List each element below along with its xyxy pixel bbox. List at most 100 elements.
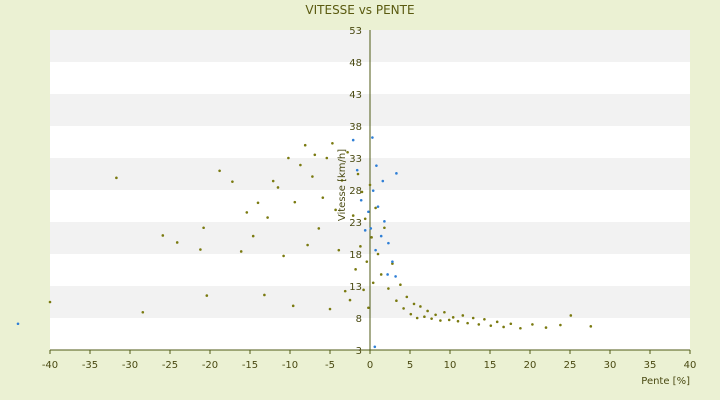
scatter-point [251,234,255,238]
scatter-point [365,260,369,263]
y-tick-label: 13 [349,282,362,293]
y-axis-label: Vitesse [km/h] [337,149,348,221]
scatter-point [367,210,370,214]
scatter-point [383,226,386,230]
scatter-point [141,310,145,314]
scatter-point [402,307,405,310]
scatter-point [371,136,374,139]
scatter-point [391,260,394,263]
scatter-point [348,298,352,302]
x-tick-label: 10 [444,360,457,371]
x-axis-label: Pente [%] [641,376,690,387]
scatter-point [317,227,321,230]
scatter-point [383,220,386,223]
scatter-point [374,206,377,210]
chart-title: VITESSE vs PENTE [305,3,414,17]
x-tick-label: -5 [325,360,335,371]
scatter-point [351,138,355,142]
y-tick-label: 43 [349,90,362,101]
x-tick-label: -40 [42,360,58,371]
scatter-point [439,319,442,322]
scatter-point [359,245,362,248]
scatter-point [359,198,363,202]
scatter-point [16,322,20,326]
x-tick-label: -10 [282,360,298,371]
scatter-point [370,236,373,239]
scatter-point [337,248,341,252]
scatter-point [443,310,446,314]
x-tick-label: 40 [684,360,697,371]
scatter-point [502,325,505,329]
x-tick-label: 30 [604,360,617,371]
scatter-point [363,229,367,232]
scatter-point [334,208,337,212]
scatter-point [293,200,297,204]
scatter-point [321,196,325,199]
tick-labels: -40 -35 -30 -25 -20 -15 -10 -5 0 5 10 15 20 25 30 35 40 3… [42,26,697,371]
scatter-point [386,273,389,276]
scatter-point [362,288,365,292]
y-tick-label: 18 [349,250,362,261]
scatter-point [263,293,266,297]
scatter-point [589,325,593,328]
scatter-point [412,302,416,306]
scatter-point [231,180,234,183]
x-tick-label: -25 [162,360,178,371]
scatter-point [381,179,385,183]
scatter-point [519,326,522,330]
scatter-point [115,176,118,180]
scatter-point [354,268,357,271]
y-tick-label: 53 [349,26,362,37]
scatter-point [356,172,360,176]
y-tick-label: 33 [349,154,362,165]
scatter-point [376,252,380,256]
scatter-point [379,234,383,238]
scatter-point [395,172,398,175]
y-tick-label: 23 [349,218,362,229]
scatter-point [287,156,290,160]
scatter-point [419,305,422,308]
x-tick-label: 35 [644,360,657,371]
scatter-point [466,321,469,325]
scatter-point [239,250,243,253]
scatter-point [299,163,302,167]
scatter-point [447,318,451,322]
scatter-point [391,262,394,265]
scatter-point [202,226,205,230]
scatter-point [483,317,486,321]
x-tick-label: 5 [407,360,413,371]
x-tick-label: 0 [367,360,373,371]
scatter-point [415,316,419,320]
scatter-point [363,217,367,221]
scatter-point [218,169,221,173]
scatter-point [48,300,52,304]
scatter-point [266,216,269,219]
scatter-point [387,241,390,245]
scatter-point [161,234,165,237]
x-tick-label: -20 [202,360,218,371]
x-tick-label: -15 [242,360,258,371]
scatter-point [256,201,260,205]
scatter-point [394,275,397,278]
scatter-point [387,287,390,290]
scatter-point [409,312,413,316]
scatter-point [471,316,475,320]
scatter-point [434,313,437,317]
x-tick-label: 25 [564,360,577,371]
scatter-point [331,141,334,145]
data-points [16,136,593,349]
scatter-point [379,273,383,276]
y-tick-label: 28 [349,186,362,197]
scatter-point [291,304,295,308]
scatter-point [373,345,377,349]
scatter-point [371,281,375,285]
scatter-point [430,317,433,320]
scatter-point [276,186,280,189]
scatter-point [461,314,465,317]
scatter-point [343,289,347,293]
scatter-point [495,320,499,324]
scatter-point [306,243,309,247]
scatter-point [509,322,513,326]
scatter-point [451,316,455,319]
